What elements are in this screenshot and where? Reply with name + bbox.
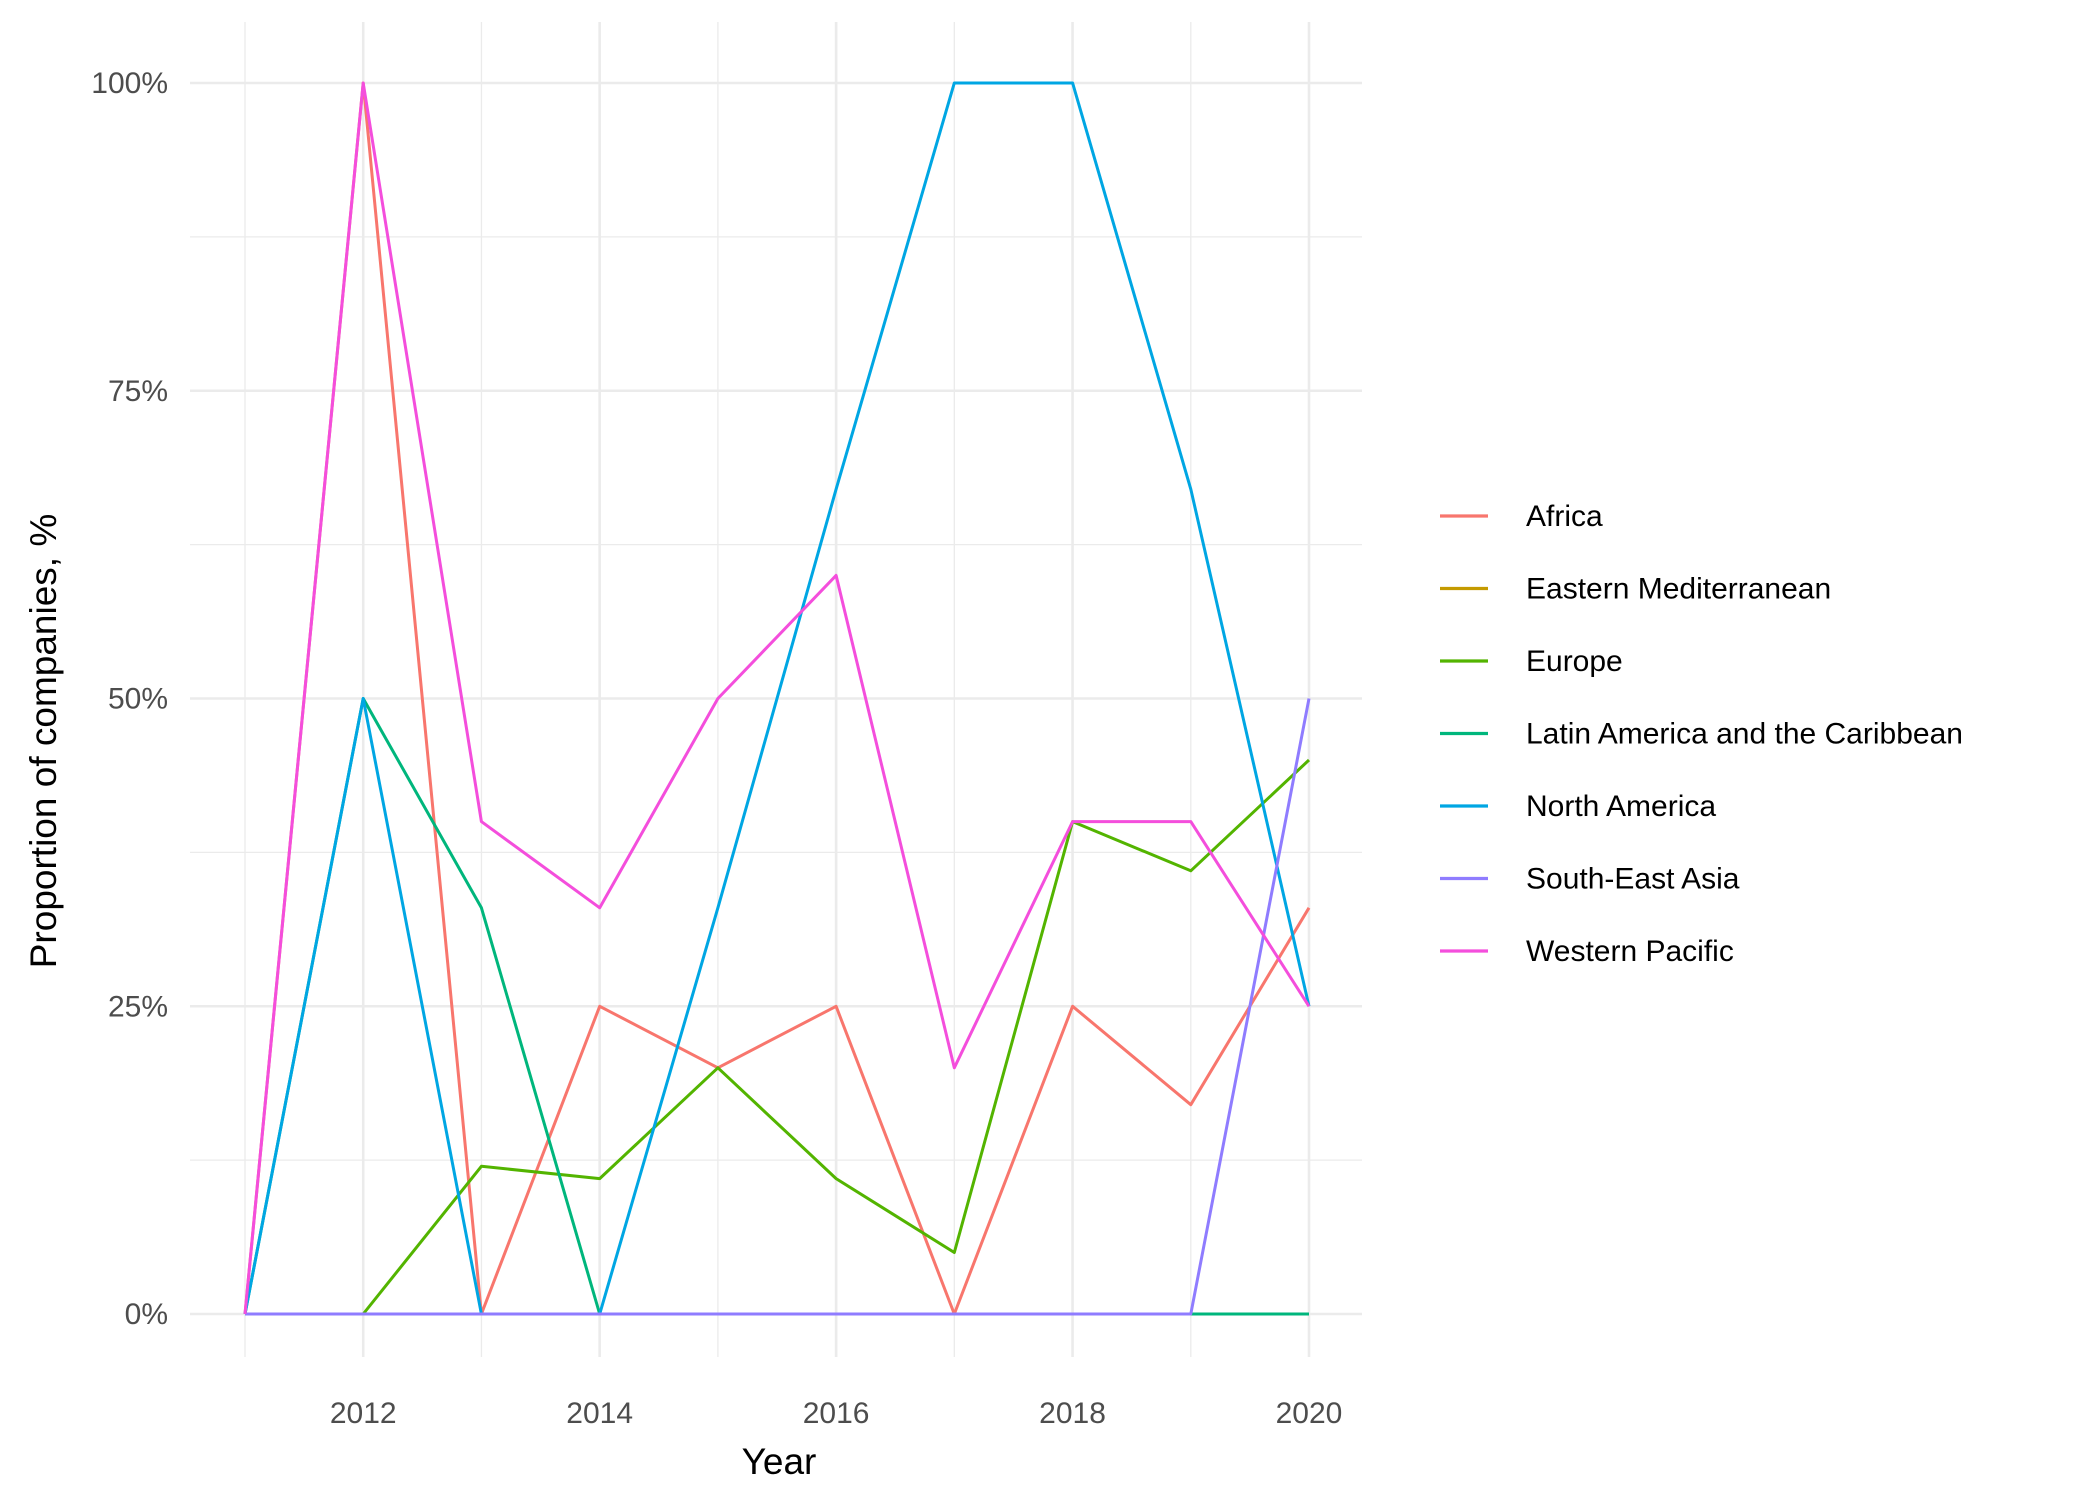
x-tick-label: 2018 — [1039, 1397, 1106, 1430]
legend-label: Latin America and the Caribbean — [1526, 718, 1963, 751]
legend: Africa Eastern Mediterranean Europe Latin A… — [1440, 500, 1963, 968]
y-tick-label: 100% — [91, 67, 168, 100]
series-line-south-east-asia — [245, 698, 1311, 1316]
legend-item-north-america: North America — [1440, 790, 1716, 823]
legend-item-europe: Europe — [1440, 645, 1623, 678]
legend-item-latin-america-and-the-caribbean: Latin America and the Caribbean — [1440, 718, 1963, 751]
y-tick-label: 50% — [108, 683, 168, 716]
x-tick-label: 2014 — [566, 1397, 633, 1430]
x-tick-label: 2012 — [330, 1397, 397, 1430]
series-line-africa — [243, 81, 1311, 1316]
x-tick-label: 2016 — [803, 1397, 870, 1430]
y-tick-label: 25% — [108, 990, 168, 1023]
y-axis-ticks: 0% 25% 50% 75% 100% — [91, 67, 168, 1331]
series-line-western-pacific — [243, 81, 1311, 1315]
y-tick-label: 75% — [108, 375, 168, 408]
legend-item-africa: Africa — [1440, 500, 1603, 533]
grid — [190, 22, 1362, 1357]
legend-item-south-east-asia: South-East Asia — [1440, 863, 1740, 896]
series-line-europe — [362, 758, 1311, 1315]
legend-label: Eastern Mediterranean — [1526, 573, 1831, 606]
series-line-north-america — [243, 81, 1311, 1316]
x-tick-label: 2020 — [1276, 1397, 1343, 1430]
legend-label: Western Pacific — [1526, 935, 1734, 968]
series-lines — [243, 81, 1311, 1316]
legend-label: North America — [1526, 790, 1716, 823]
legend-item-western-pacific: Western Pacific — [1440, 935, 1734, 968]
legend-label: Europe — [1526, 645, 1623, 678]
x-axis-ticks: 2012 2014 2016 2018 2020 — [330, 1397, 1343, 1430]
legend-item-eastern-mediterranean: Eastern Mediterranean — [1440, 573, 1831, 606]
y-axis-title: Proportion of companies, % — [23, 514, 64, 969]
legend-label: South-East Asia — [1526, 863, 1740, 896]
x-axis-title: Year — [742, 1441, 817, 1482]
legend-label: Africa — [1526, 500, 1603, 533]
y-tick-label: 0% — [125, 1298, 168, 1331]
